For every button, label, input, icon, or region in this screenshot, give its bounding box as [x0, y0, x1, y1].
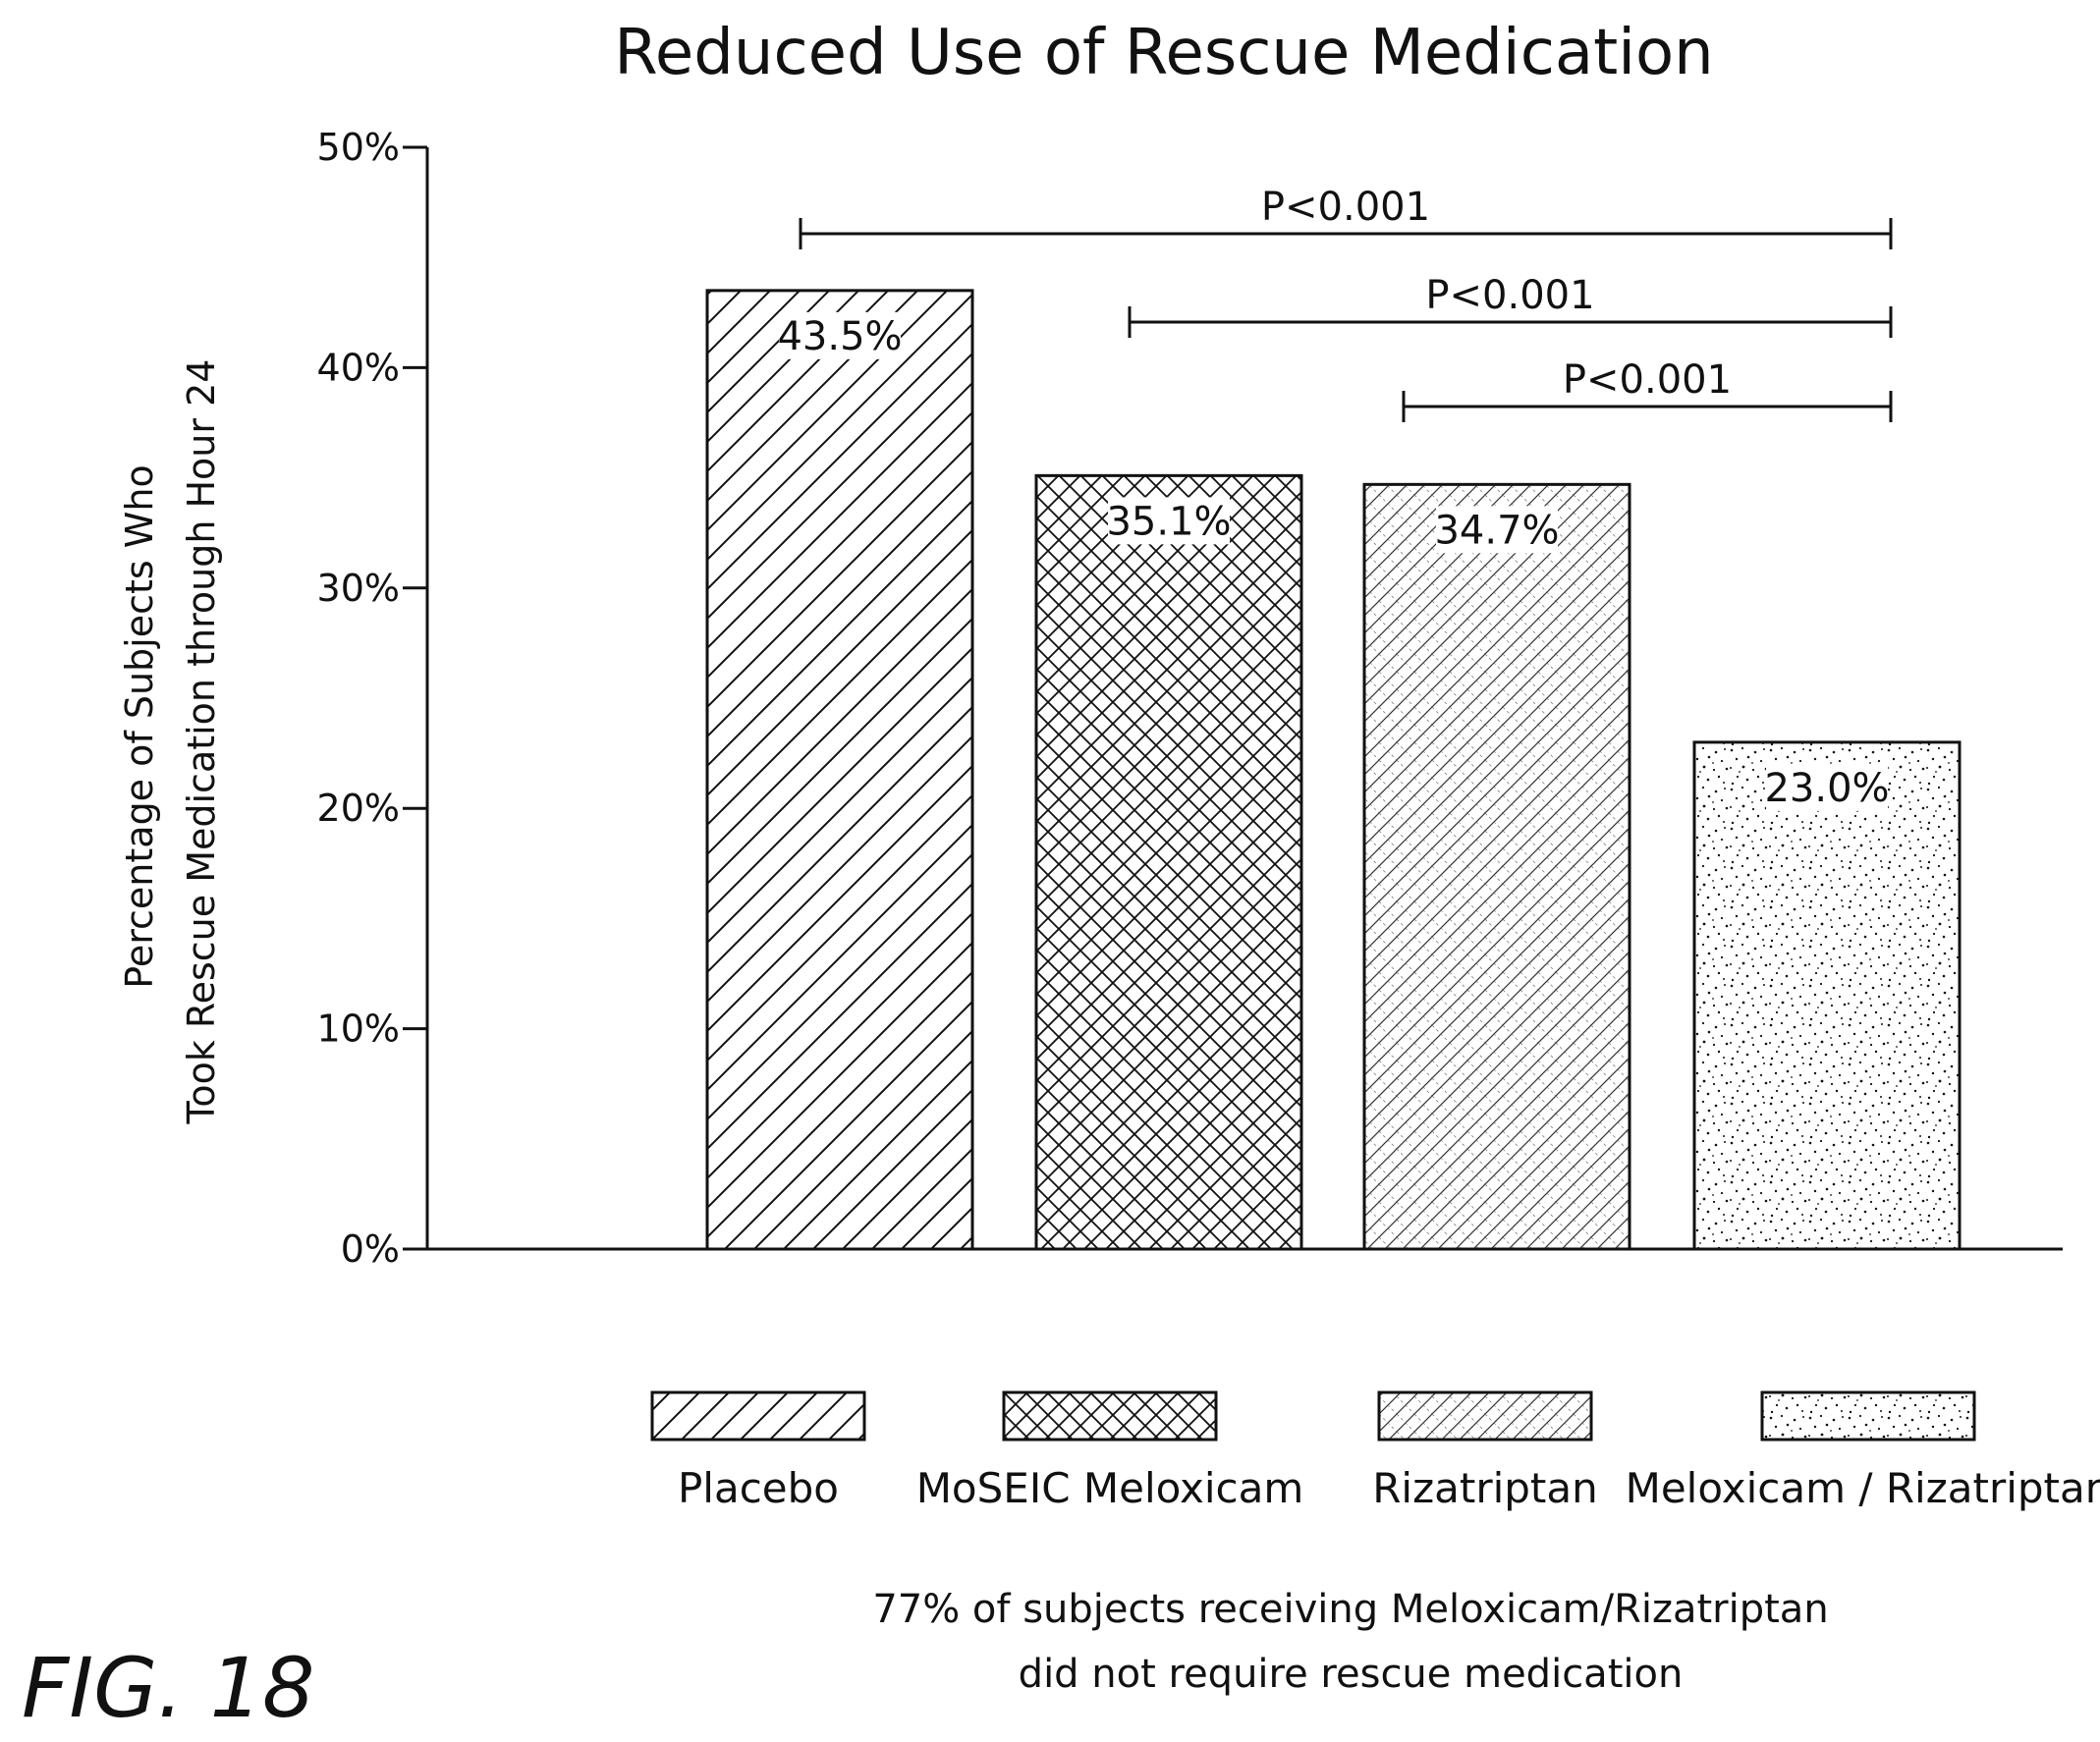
- figure-label: FIG. 18: [22, 1640, 314, 1736]
- y-tick-label: 50%: [317, 126, 400, 169]
- legend-label: Meloxicam / Rizatriptan: [1626, 1464, 2100, 1512]
- footnote-line-2: did not require rescue medication: [1019, 1652, 1684, 1697]
- data-label-background: [1436, 506, 1558, 554]
- y-tick-label: 30%: [317, 567, 400, 610]
- significance-label: P<0.001: [1261, 185, 1430, 230]
- data-label: 35.1%: [1106, 499, 1231, 544]
- bar-rizatriptan: [1362, 482, 1631, 1251]
- legend-label: MoSEIC Meloxicam: [916, 1464, 1304, 1512]
- legend-swatch: [1760, 1390, 1976, 1442]
- bar-placebo: [705, 289, 974, 1251]
- legend-swatch: [1377, 1390, 1593, 1442]
- data-label-background: [779, 311, 901, 359]
- y-axis-label: Percentage of Subjects Who Took Rescue M…: [118, 359, 223, 1125]
- significance-label: P<0.001: [1425, 273, 1594, 318]
- legend-swatch: [650, 1390, 866, 1442]
- data-label: 43.5%: [777, 314, 902, 359]
- footnote: 77% of subjects receiving Meloxicam/Riza…: [872, 1587, 1828, 1697]
- y-tick-label: 0%: [341, 1227, 400, 1271]
- legend-label: Placebo: [678, 1464, 839, 1512]
- y-tick-label: 20%: [317, 787, 400, 830]
- legend-swatch: [1002, 1390, 1218, 1442]
- bars: 43.5% 35.1% 34.7% 23.0%: [705, 289, 1962, 1251]
- y-tick-label: 40%: [317, 346, 400, 389]
- y-axis-label-line-2: Took Rescue Medication through Hour 24: [180, 359, 223, 1125]
- y-ticks: 0% 10% 20% 30% 40% 50%: [317, 126, 427, 1271]
- legend-label: Rizatriptan: [1372, 1464, 1598, 1512]
- data-label: 23.0%: [1764, 766, 1889, 811]
- bar-moseic-meloxicam: [1034, 473, 1303, 1251]
- chart-title: Reduced Use of Rescue Medication: [614, 17, 1713, 89]
- data-label: 34.7%: [1434, 508, 1559, 553]
- significance-label: P<0.001: [1563, 357, 1732, 403]
- data-label-background: [1766, 763, 1888, 811]
- bar-meloxicam-rizatriptan: [1692, 740, 1962, 1251]
- footnote-line-1: 77% of subjects receiving Meloxicam/Riza…: [872, 1587, 1828, 1632]
- y-axis-label-line-1: Percentage of Subjects Who: [118, 464, 161, 988]
- legend: Placebo MoSEIC Meloxicam Rizatriptan Meloxi…: [650, 1390, 2100, 1512]
- data-label-background: [1108, 497, 1230, 545]
- significance-brackets: P<0.001 P<0.001 P<0.001: [799, 185, 1893, 422]
- y-tick-label: 10%: [317, 1007, 400, 1051]
